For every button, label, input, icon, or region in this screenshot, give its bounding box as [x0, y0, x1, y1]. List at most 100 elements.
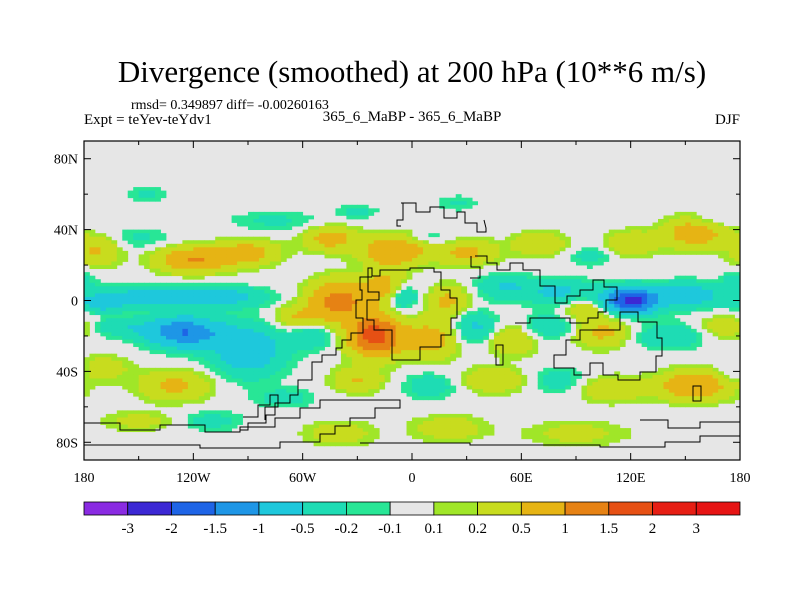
- field-cell: [619, 250, 626, 255]
- field-cell: [504, 240, 511, 245]
- field-cell: [127, 421, 134, 425]
- field-cell: [160, 247, 167, 252]
- field-cell: [625, 279, 632, 284]
- field-cell: [625, 247, 632, 252]
- field-cell: [324, 304, 331, 308]
- field-cell: [412, 325, 418, 330]
- field-cell: [242, 321, 249, 326]
- field-cell: [264, 222, 271, 227]
- field-cell: [712, 286, 719, 291]
- field-cell: [707, 389, 714, 394]
- field-cell: [466, 204, 473, 209]
- field-cell: [658, 318, 664, 323]
- field-cell: [351, 282, 358, 287]
- field-cell: [477, 240, 484, 245]
- field-cell: [379, 254, 386, 259]
- field-cell: [619, 382, 626, 386]
- field-cell: [253, 289, 260, 294]
- field-cell: [488, 328, 495, 333]
- field-cell: [641, 296, 648, 301]
- field-cell: [641, 382, 648, 386]
- field-cell: [401, 240, 407, 245]
- field-cell: [504, 378, 511, 383]
- field-cell: [559, 332, 566, 337]
- field-cell: [630, 282, 637, 287]
- field-cell: [248, 257, 254, 262]
- field-cell: [488, 371, 495, 376]
- field-cell: [291, 243, 298, 248]
- field-cell: [84, 378, 90, 383]
- field-cell: [472, 364, 478, 369]
- field-cell: [450, 282, 457, 287]
- field-cell: [570, 374, 577, 379]
- field-cell: [712, 282, 719, 287]
- field-cell: [412, 314, 418, 319]
- field-cell: [422, 332, 429, 337]
- field-cell: [340, 204, 347, 209]
- field-cell: [138, 424, 145, 429]
- field-cell: [269, 378, 276, 383]
- field-cell: [275, 222, 282, 227]
- field-cell: [466, 378, 473, 383]
- field-cell: [499, 275, 506, 280]
- field-cell: [428, 314, 435, 319]
- field-cell: [384, 314, 391, 319]
- field-cell: [351, 350, 358, 355]
- field-cell: [603, 346, 610, 351]
- field-cell: [264, 335, 271, 340]
- field-cell: [401, 325, 407, 330]
- field-cell: [171, 332, 178, 337]
- field-cell: [160, 371, 167, 376]
- field-cell: [340, 226, 347, 231]
- field-cell: [176, 350, 183, 355]
- field-cell: [499, 240, 506, 245]
- field-cell: [362, 421, 369, 425]
- field-cell: [636, 254, 642, 259]
- field-cell: [707, 296, 714, 301]
- field-cell: [193, 321, 200, 326]
- field-cell: [592, 296, 599, 301]
- field-cell: [242, 350, 249, 355]
- field-cell: [346, 357, 353, 362]
- field-cell: [729, 293, 735, 298]
- field-cell: [576, 435, 582, 440]
- field-cell: [373, 257, 380, 262]
- field-cell: [253, 396, 260, 401]
- field-cell: [679, 304, 686, 308]
- field-cell: [526, 293, 533, 298]
- field-cell: [209, 413, 216, 418]
- field-cell: [548, 296, 555, 301]
- field-cell: [351, 226, 358, 231]
- field-cell: [510, 343, 517, 347]
- field-cell: [439, 321, 446, 326]
- field-cell: [335, 314, 342, 319]
- field-cell: [291, 399, 298, 404]
- field-cell: [187, 350, 194, 355]
- field-cell: [395, 311, 402, 316]
- field-cell: [111, 318, 118, 323]
- field-cell: [455, 438, 462, 443]
- field-cell: [275, 382, 282, 386]
- field-cell: [729, 233, 735, 238]
- field-cell: [286, 403, 293, 408]
- field-cell: [149, 289, 156, 294]
- field-cell: [488, 314, 495, 319]
- field-cell: [193, 335, 200, 340]
- field-cell: [685, 247, 692, 252]
- field-cell: [149, 410, 156, 415]
- field-cell: [330, 304, 336, 308]
- chart-title: Divergence (smoothed) at 200 hPa (10**6 …: [118, 54, 706, 89]
- field-cell: [351, 343, 358, 347]
- field-cell: [357, 364, 364, 369]
- field-cell: [171, 378, 178, 383]
- field-cell: [269, 396, 276, 401]
- field-cell: [346, 385, 353, 390]
- field-cell: [444, 247, 451, 252]
- field-cell: [390, 328, 396, 333]
- field-cell: [422, 357, 429, 362]
- field-cell: [258, 247, 265, 252]
- field-cell: [636, 289, 642, 294]
- field-cell: [127, 286, 134, 291]
- field-cell: [532, 424, 539, 429]
- field-cell: [127, 385, 134, 390]
